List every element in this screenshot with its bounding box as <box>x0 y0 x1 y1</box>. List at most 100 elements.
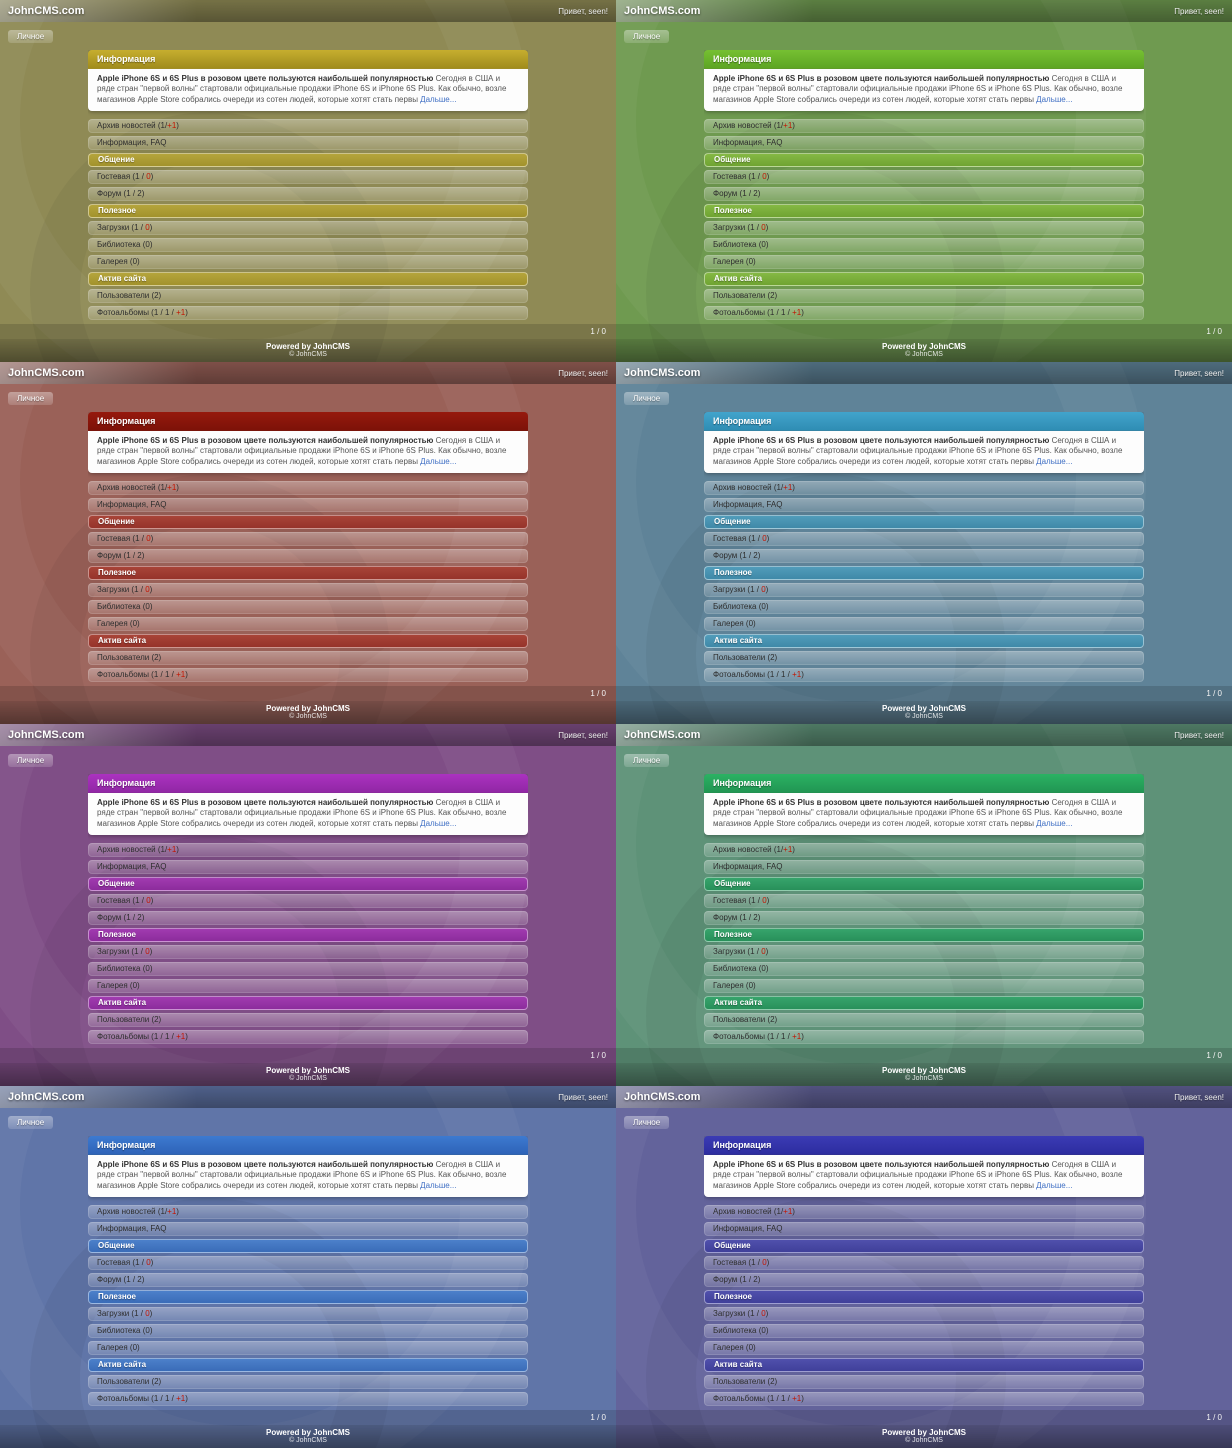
menu-item[interactable]: Гостевая (1 / 0) <box>88 532 528 547</box>
personal-button[interactable]: Личное <box>8 1116 54 1129</box>
menu-item[interactable]: Гостевая (1 / 0) <box>88 170 528 185</box>
personal-button[interactable]: Личное <box>624 1116 670 1129</box>
menu-item[interactable]: Гостевая (1 / 0) <box>88 1256 528 1271</box>
menu-item[interactable]: Загрузки (1 / 0) <box>704 583 1144 598</box>
menu-item[interactable]: Форум (1 / 2) <box>704 187 1144 202</box>
menu-item[interactable]: Архив новостей (1/+1) <box>88 481 528 496</box>
menu-item[interactable]: Фотоальбомы (1 / 1 / +1) <box>704 668 1144 683</box>
menu-item[interactable]: Форум (1 / 2) <box>704 549 1144 564</box>
menu-item[interactable]: Информация, FAQ <box>88 136 528 151</box>
menu-item[interactable]: Библиотека (0) <box>704 1324 1144 1339</box>
menu-item[interactable]: Фотоальбомы (1 / 1 / +1) <box>704 306 1144 321</box>
menu-item[interactable]: Архив новостей (1/+1) <box>704 119 1144 134</box>
news-more-link[interactable]: Дальше... <box>1036 456 1073 466</box>
menu-item[interactable]: Информация, FAQ <box>704 498 1144 513</box>
menu-item[interactable]: Архив новостей (1/+1) <box>704 481 1144 496</box>
menu-item[interactable]: Галерея (0) <box>88 979 528 994</box>
powered-by-link[interactable]: Powered by JohnCMS <box>265 342 350 351</box>
personal-button[interactable]: Личное <box>624 392 670 405</box>
news-more-link[interactable]: Дальше... <box>420 1180 457 1190</box>
personal-button[interactable]: Личное <box>8 30 54 43</box>
menu-item[interactable]: Архив новостей (1/+1) <box>88 1205 528 1220</box>
menu-item-label: Фотоальбомы (1 / 1 / <box>713 1032 793 1042</box>
menu-item[interactable]: Библиотека (0) <box>704 238 1144 253</box>
menu-item[interactable]: Гостевая (1 / 0) <box>704 894 1144 909</box>
menu-item[interactable]: Форум (1 / 2) <box>88 911 528 926</box>
menu-item[interactable]: Информация, FAQ <box>704 1222 1144 1237</box>
menu-item[interactable]: Загрузки (1 / 0) <box>704 221 1144 236</box>
menu-item[interactable]: Галерея (0) <box>88 255 528 270</box>
menu-item[interactable]: Библиотека (0) <box>88 962 528 977</box>
menu-item[interactable]: Форум (1 / 2) <box>88 187 528 202</box>
menu-item[interactable]: Библиотека (0) <box>704 600 1144 615</box>
news-more-link[interactable]: Дальше... <box>1036 94 1073 104</box>
menu-item[interactable]: Информация, FAQ <box>704 860 1144 875</box>
menu-item[interactable]: Архив новостей (1/+1) <box>704 843 1144 858</box>
personal-button[interactable]: Личное <box>8 392 54 405</box>
menu-item[interactable]: Галерея (0) <box>704 255 1144 270</box>
menu-item[interactable]: Форум (1 / 2) <box>88 549 528 564</box>
powered-by-link[interactable]: Powered by JohnCMS <box>881 342 966 351</box>
menu-item[interactable]: Библиотека (0) <box>88 600 528 615</box>
menu-item[interactable]: Архив новостей (1/+1) <box>88 119 528 134</box>
menu-item[interactable]: Гостевая (1 / 0) <box>704 170 1144 185</box>
menu-item[interactable]: Фотоальбомы (1 / 1 / +1) <box>704 1030 1144 1045</box>
menu-item[interactable]: Пользователи (2) <box>704 1013 1144 1028</box>
menu-item[interactable]: Фотоальбомы (1 / 1 / +1) <box>704 1392 1144 1407</box>
menu-item[interactable]: Архив новостей (1/+1) <box>704 1205 1144 1220</box>
menu-item[interactable]: Загрузки (1 / 0) <box>88 221 528 236</box>
menu-item[interactable]: Галерея (0) <box>704 1341 1144 1356</box>
powered-by-link[interactable]: Powered by JohnCMS <box>881 1428 966 1437</box>
menu-item[interactable]: Галерея (0) <box>704 979 1144 994</box>
news-more-link[interactable]: Дальше... <box>420 818 457 828</box>
menu-item[interactable]: Библиотека (0) <box>704 962 1144 977</box>
menu-item[interactable]: Фотоальбомы (1 / 1 / +1) <box>88 1030 528 1045</box>
menu-section-header: Полезное <box>704 928 1144 943</box>
menu-item[interactable]: Пользователи (2) <box>704 289 1144 304</box>
news-more-link[interactable]: Дальше... <box>420 456 457 466</box>
menu-item[interactable]: Пользователи (2) <box>88 1013 528 1028</box>
menu-item[interactable]: Фотоальбомы (1 / 1 / +1) <box>88 306 528 321</box>
menu-item[interactable]: Галерея (0) <box>88 617 528 632</box>
menu-item[interactable]: Библиотека (0) <box>88 238 528 253</box>
menu-item[interactable]: Информация, FAQ <box>88 498 528 513</box>
menu-item[interactable]: Информация, FAQ <box>88 860 528 875</box>
menu-item[interactable]: Информация, FAQ <box>704 136 1144 151</box>
menu-item[interactable]: Гостевая (1 / 0) <box>704 532 1144 547</box>
menu-item[interactable]: Фотоальбомы (1 / 1 / +1) <box>88 1392 528 1407</box>
menu-item[interactable]: Пользователи (2) <box>704 651 1144 666</box>
powered-by-link[interactable]: Powered by JohnCMS <box>265 1066 350 1075</box>
menu-item[interactable]: Загрузки (1 / 0) <box>704 945 1144 960</box>
news-more-link[interactable]: Дальше... <box>1036 1180 1073 1190</box>
personal-button[interactable]: Личное <box>624 754 670 767</box>
menu-item[interactable]: Гостевая (1 / 0) <box>88 894 528 909</box>
info-card: Информация Apple iPhone 6S и 6S Plus в р… <box>88 1136 528 1198</box>
menu-item[interactable]: Форум (1 / 2) <box>704 1273 1144 1288</box>
menu-item[interactable]: Библиотека (0) <box>88 1324 528 1339</box>
personal-button[interactable]: Личное <box>624 30 670 43</box>
menu-item-new-counter: +1 <box>167 845 177 855</box>
menu-item[interactable]: Загрузки (1 / 0) <box>88 583 528 598</box>
menu-item[interactable]: Форум (1 / 2) <box>704 911 1144 926</box>
menu-item[interactable]: Архив новостей (1/+1) <box>88 843 528 858</box>
menu-item[interactable]: Загрузки (1 / 0) <box>704 1307 1144 1322</box>
menu-item[interactable]: Галерея (0) <box>88 1341 528 1356</box>
menu-item[interactable]: Форум (1 / 2) <box>88 1273 528 1288</box>
news-more-link[interactable]: Дальше... <box>1036 818 1073 828</box>
menu-item[interactable]: Галерея (0) <box>704 617 1144 632</box>
menu-item[interactable]: Пользователи (2) <box>704 1375 1144 1390</box>
menu-item[interactable]: Пользователи (2) <box>88 289 528 304</box>
personal-button[interactable]: Личное <box>8 754 54 767</box>
powered-by-link[interactable]: Powered by JohnCMS <box>881 1066 966 1075</box>
powered-by-link[interactable]: Powered by JohnCMS <box>881 704 966 713</box>
powered-by-link[interactable]: Powered by JohnCMS <box>265 704 350 713</box>
menu-item[interactable]: Информация, FAQ <box>88 1222 528 1237</box>
menu-item[interactable]: Фотоальбомы (1 / 1 / +1) <box>88 668 528 683</box>
news-more-link[interactable]: Дальше... <box>420 94 457 104</box>
menu-item[interactable]: Пользователи (2) <box>88 1375 528 1390</box>
menu-item[interactable]: Загрузки (1 / 0) <box>88 945 528 960</box>
menu-item[interactable]: Загрузки (1 / 0) <box>88 1307 528 1322</box>
menu-item[interactable]: Пользователи (2) <box>88 651 528 666</box>
powered-by-link[interactable]: Powered by JohnCMS <box>265 1428 350 1437</box>
menu-item[interactable]: Гостевая (1 / 0) <box>704 1256 1144 1271</box>
